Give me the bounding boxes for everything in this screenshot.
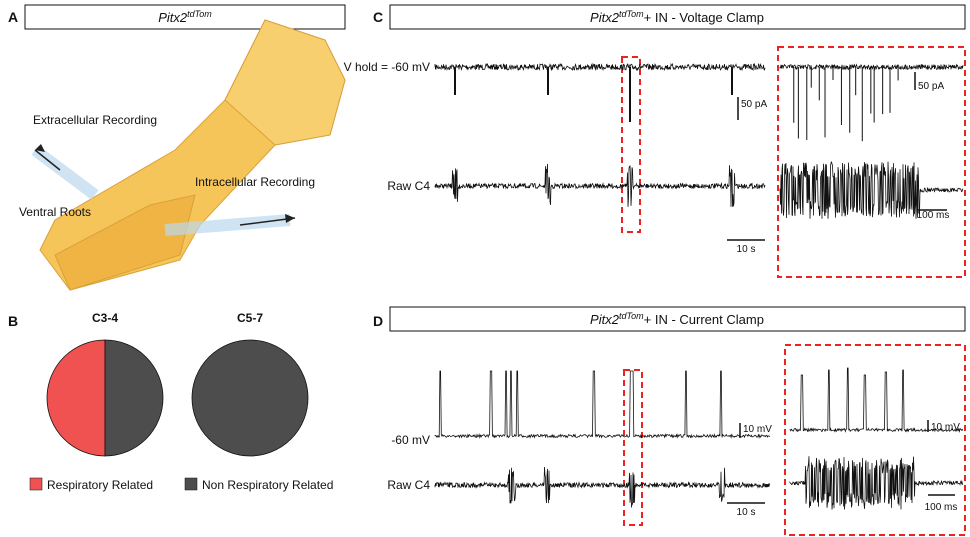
legend-swatch bbox=[29, 477, 43, 491]
scale-label: 10 s bbox=[737, 244, 756, 255]
label: Intracellular Recording bbox=[195, 175, 315, 189]
cord-cut-face bbox=[54, 194, 196, 291]
panel-letter: A bbox=[8, 9, 18, 25]
title-text: Pitx2 bbox=[590, 10, 620, 25]
arrow-head bbox=[285, 214, 295, 223]
panel-title: Pitx2tdTom bbox=[158, 9, 212, 25]
pie-slice bbox=[104, 339, 164, 457]
scale-label: 10 mV bbox=[931, 422, 960, 433]
header-box bbox=[389, 4, 966, 30]
title-sup: tdTom bbox=[619, 9, 644, 19]
trace-label: V hold = -60 mV bbox=[344, 60, 430, 74]
pie-title: C3-4 bbox=[92, 311, 118, 325]
trace bbox=[434, 466, 771, 508]
scale-label: 100 ms bbox=[925, 502, 958, 513]
legend-swatch bbox=[184, 477, 198, 491]
panel-letter: D bbox=[373, 313, 383, 329]
pie-title: C5-7 bbox=[237, 311, 263, 325]
header-box bbox=[389, 306, 966, 332]
scale-label: 50 pA bbox=[741, 99, 767, 110]
scale-label: 10 s bbox=[737, 507, 756, 518]
trace bbox=[434, 163, 766, 207]
trace bbox=[789, 367, 964, 433]
title-sup: tdTom bbox=[187, 9, 212, 19]
brainstem bbox=[224, 19, 346, 146]
spinal-cord-illustration bbox=[31, 19, 346, 291]
zoom-box bbox=[784, 344, 966, 536]
scale-label: 10 mV bbox=[743, 424, 772, 435]
title-text: Pitx2 bbox=[158, 10, 188, 25]
trace bbox=[789, 456, 964, 510]
title-sup: tdTom bbox=[619, 311, 644, 321]
title-text: Pitx2 bbox=[590, 312, 620, 327]
trace bbox=[434, 62, 766, 72]
panel-letter: C bbox=[373, 9, 383, 25]
scale-label: 100 ms bbox=[917, 210, 950, 221]
pie-slice bbox=[191, 339, 309, 457]
arrow-head bbox=[35, 144, 45, 152]
highlight-box bbox=[621, 56, 641, 233]
legend-label: Respiratory Related bbox=[47, 478, 153, 492]
legend-label: Non Respiratory Related bbox=[202, 478, 333, 492]
trace-label: Raw C4 bbox=[387, 179, 430, 193]
scale-label: 50 pA bbox=[918, 81, 944, 92]
header-box bbox=[24, 4, 346, 30]
trace bbox=[779, 160, 964, 219]
panel-title: Pitx2tdTom+ IN - Current Clamp bbox=[590, 311, 764, 327]
trace bbox=[779, 63, 964, 71]
title-rest: + IN - Voltage Clamp bbox=[644, 10, 764, 25]
trace bbox=[434, 370, 770, 439]
panel-letter: B bbox=[8, 313, 18, 329]
trace-label: -60 mV bbox=[391, 433, 430, 447]
electrode bbox=[34, 149, 61, 171]
trace-label: Raw C4 bbox=[387, 478, 430, 492]
label: Ventral Roots bbox=[19, 205, 91, 219]
pie-slice bbox=[46, 339, 106, 457]
zoom-box bbox=[777, 46, 966, 278]
highlight-box bbox=[623, 369, 643, 526]
panel-title: Pitx2tdTom+ IN - Voltage Clamp bbox=[590, 9, 764, 25]
label: Extracellular Recording bbox=[33, 113, 157, 127]
title-rest: + IN - Current Clamp bbox=[644, 312, 764, 327]
